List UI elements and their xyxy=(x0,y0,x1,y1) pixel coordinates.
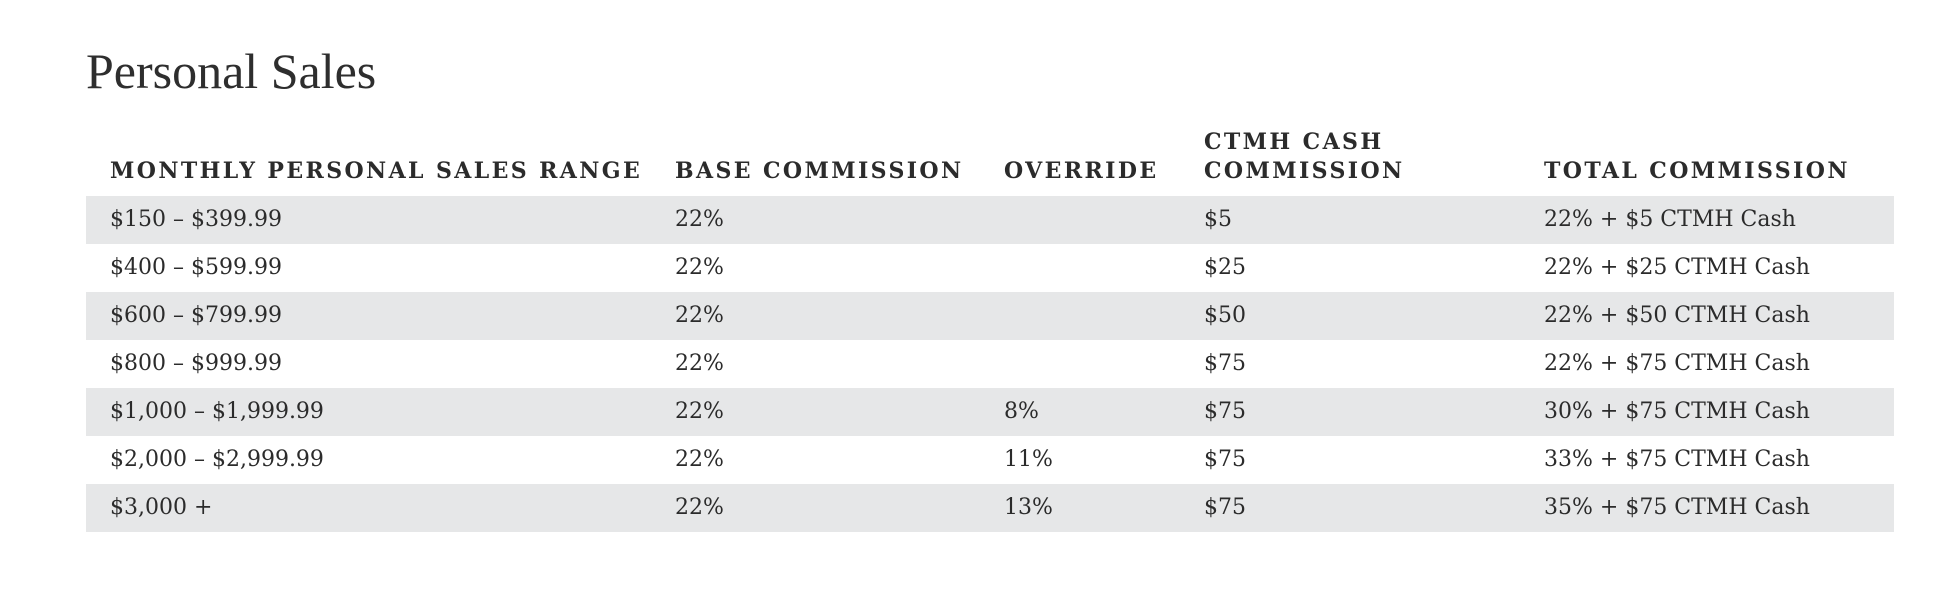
cell-base-commission: 22% xyxy=(675,495,724,520)
table-row: $1,000 – $1,999.99 22% 8% $75 30% + $75 … xyxy=(86,388,1894,436)
cell-ctmh-cash: $5 xyxy=(1204,207,1232,232)
cell-ctmh-cash: $75 xyxy=(1204,495,1246,520)
cell-sales-range: $2,000 – $2,999.99 xyxy=(110,447,324,472)
cell-override: 11% xyxy=(1004,447,1053,472)
cell-base-commission: 22% xyxy=(675,255,724,280)
cell-total-commission: 35% + $75 CTMH Cash xyxy=(1544,495,1810,520)
cell-sales-range: $150 – $399.99 xyxy=(110,207,282,232)
table-header: MONTHLY PERSONAL SALES RANGE BASE COMMIS… xyxy=(86,126,1894,196)
cell-override: 8% xyxy=(1004,399,1039,424)
cell-total-commission: 33% + $75 CTMH Cash xyxy=(1544,447,1810,472)
cell-ctmh-cash: $25 xyxy=(1204,255,1246,280)
cell-base-commission: 22% xyxy=(675,303,724,328)
cell-sales-range: $1,000 – $1,999.99 xyxy=(110,399,324,424)
commission-table: MONTHLY PERSONAL SALES RANGE BASE COMMIS… xyxy=(86,126,1894,532)
cell-ctmh-cash: $50 xyxy=(1204,303,1246,328)
table-row: $150 – $399.99 22% $5 22% + $5 CTMH Cash xyxy=(86,196,1894,244)
table-row: $400 – $599.99 22% $25 22% + $25 CTMH Ca… xyxy=(86,244,1894,292)
table-row: $3,000 + 22% 13% $75 35% + $75 CTMH Cash xyxy=(86,484,1894,532)
table-row: $2,000 – $2,999.99 22% 11% $75 33% + $75… xyxy=(86,436,1894,484)
cell-base-commission: 22% xyxy=(675,351,724,376)
column-header-override: OVERRIDE xyxy=(1004,158,1159,184)
column-header-total-commission: TOTAL COMMISSION xyxy=(1544,158,1850,184)
cell-total-commission: 22% + $75 CTMH Cash xyxy=(1544,351,1810,376)
column-header-sales-range: MONTHLY PERSONAL SALES RANGE xyxy=(110,158,643,184)
cell-ctmh-cash: $75 xyxy=(1204,351,1246,376)
cell-sales-range: $800 – $999.99 xyxy=(110,351,282,376)
cell-sales-range: $600 – $799.99 xyxy=(110,303,282,328)
cell-ctmh-cash: $75 xyxy=(1204,447,1246,472)
table-row: $800 – $999.99 22% $75 22% + $75 CTMH Ca… xyxy=(86,340,1894,388)
column-header-ctmh-cash-commission: CTMH CASH COMMISSION xyxy=(1204,129,1405,184)
cell-sales-range: $400 – $599.99 xyxy=(110,255,282,280)
cell-total-commission: 22% + $50 CTMH Cash xyxy=(1544,303,1810,328)
column-header-base-commission: BASE COMMISSION xyxy=(675,158,964,184)
cell-base-commission: 22% xyxy=(675,399,724,424)
cell-sales-range: $3,000 + xyxy=(110,495,213,520)
cell-override: 13% xyxy=(1004,495,1053,520)
cell-base-commission: 22% xyxy=(675,447,724,472)
cell-total-commission: 22% + $25 CTMH Cash xyxy=(1544,255,1810,280)
cell-total-commission: 22% + $5 CTMH Cash xyxy=(1544,207,1796,232)
table-row: $600 – $799.99 22% $50 22% + $50 CTMH Ca… xyxy=(86,292,1894,340)
cell-total-commission: 30% + $75 CTMH Cash xyxy=(1544,399,1810,424)
page-title: Personal Sales xyxy=(86,43,377,99)
cell-ctmh-cash: $75 xyxy=(1204,399,1246,424)
cell-base-commission: 22% xyxy=(675,207,724,232)
